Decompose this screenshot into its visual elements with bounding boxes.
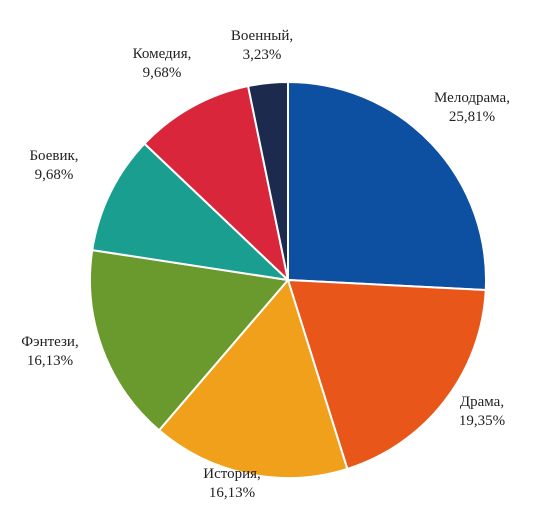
slice-value-label: 16,13% <box>209 485 255 501</box>
slice-label: Мелодрама, <box>434 90 510 106</box>
slice-label: Боевик, <box>29 148 78 164</box>
slice-label: Фэнтези, <box>21 334 78 350</box>
slice-label: Драма, <box>460 394 504 410</box>
slice-value-label: 16,13% <box>27 353 73 369</box>
pie-slice <box>89 248 290 432</box>
pie-slice <box>157 277 349 479</box>
slice-label: История, <box>203 466 261 482</box>
slice-value-label: 3,23% <box>243 47 282 63</box>
slice-value-label: 9,68% <box>35 167 74 183</box>
slice-value-label: 9,68% <box>143 65 182 81</box>
slice-value-label: 19,35% <box>459 413 505 429</box>
pie-slice <box>287 80 487 292</box>
slice-value-label: 25,81% <box>449 109 495 125</box>
pie-slice <box>246 80 289 281</box>
slice-label: Военный, <box>231 28 293 44</box>
pie-slice <box>286 278 487 471</box>
pie-slice <box>91 142 291 282</box>
slice-label: Комедия, <box>133 46 192 62</box>
pie-slice <box>143 84 290 283</box>
